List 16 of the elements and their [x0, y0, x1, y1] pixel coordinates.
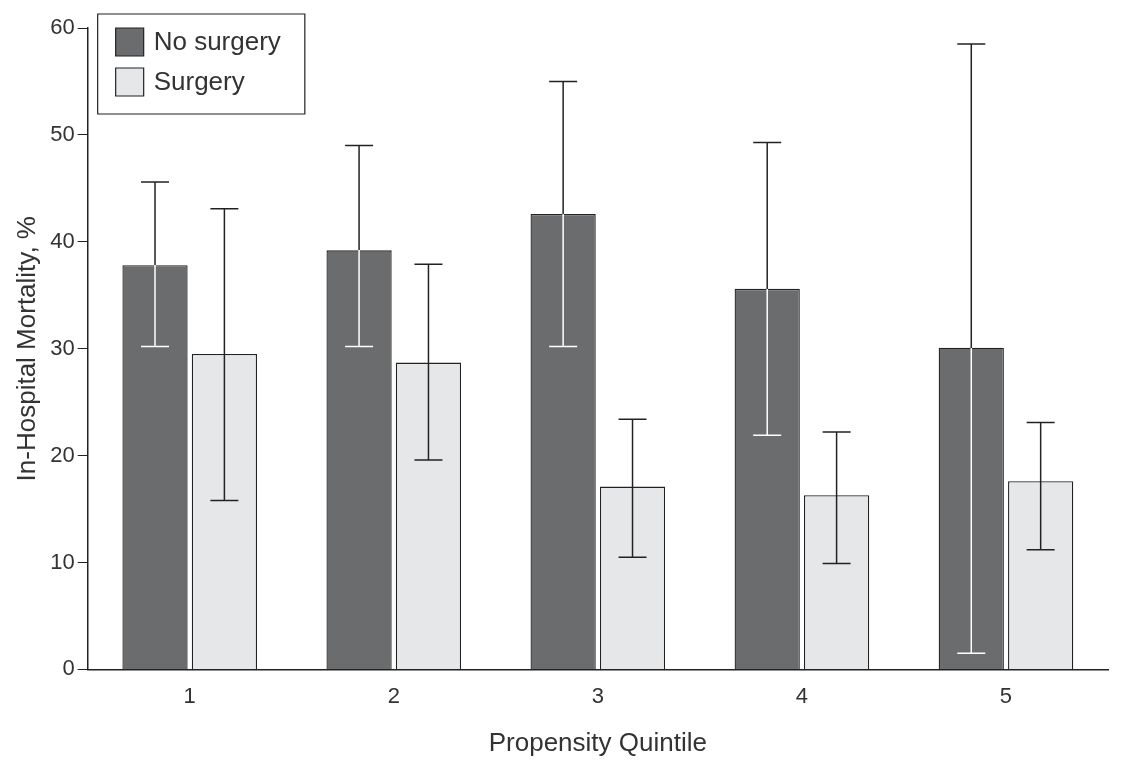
y-tick-label: 20	[50, 441, 75, 467]
y-tick-label: 30	[50, 334, 75, 360]
y-tick-label: 10	[50, 548, 75, 574]
legend-label: Surgery	[153, 66, 245, 97]
y-tick-label: 40	[50, 227, 75, 253]
x-axis-title: Propensity Quintile	[488, 726, 707, 757]
x-tick-label: 5	[999, 682, 1013, 708]
legend-label: No surgery	[153, 26, 281, 57]
y-tick-label: 0	[62, 655, 75, 681]
y-tick-label: 60	[50, 14, 75, 40]
y-axis-title: In-Hospital Mortality, %	[10, 216, 41, 482]
x-tick-label: 2	[387, 682, 400, 708]
y-tick-label: 50	[50, 120, 75, 146]
x-tick-label: 4	[795, 682, 809, 708]
x-tick-label: 1	[183, 682, 196, 708]
x-tick-label: 3	[591, 682, 604, 708]
